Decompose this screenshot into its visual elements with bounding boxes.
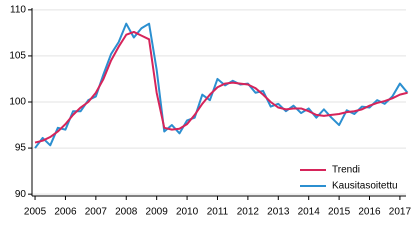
y-tick-label: 105: [9, 51, 26, 62]
y-tick-label: 95: [15, 143, 27, 154]
x-tick-label: 2014: [298, 207, 321, 218]
x-tick-label: 2005: [24, 207, 47, 218]
x-tick-label: 2010: [176, 207, 199, 218]
legend-label: Kausitasoitettu: [332, 181, 398, 192]
y-tick-label: 90: [15, 189, 27, 200]
y-tick-label: 110: [10, 4, 26, 15]
y-tick-label: 100: [9, 97, 26, 108]
x-tick-label: 2011: [207, 207, 229, 218]
series-line: [34, 30, 408, 144]
x-tick-label: 2012: [237, 207, 260, 218]
x-tick-label: 2015: [328, 207, 351, 218]
x-tick-label: 2008: [115, 207, 138, 218]
chart: 90 95 100 105 110 2005 2006 2007 2008 2009 2010 201…: [9, 4, 412, 218]
x-tick-label: 2017: [389, 207, 412, 218]
x-tick-label: 2007: [85, 207, 108, 218]
x-tick-label: 2013: [267, 207, 290, 218]
x-tick-label: 2009: [146, 207, 169, 218]
legend-label: Trendi: [332, 165, 360, 176]
x-tick-label: 2006: [54, 207, 77, 218]
x-tick-label: 2016: [358, 207, 381, 218]
